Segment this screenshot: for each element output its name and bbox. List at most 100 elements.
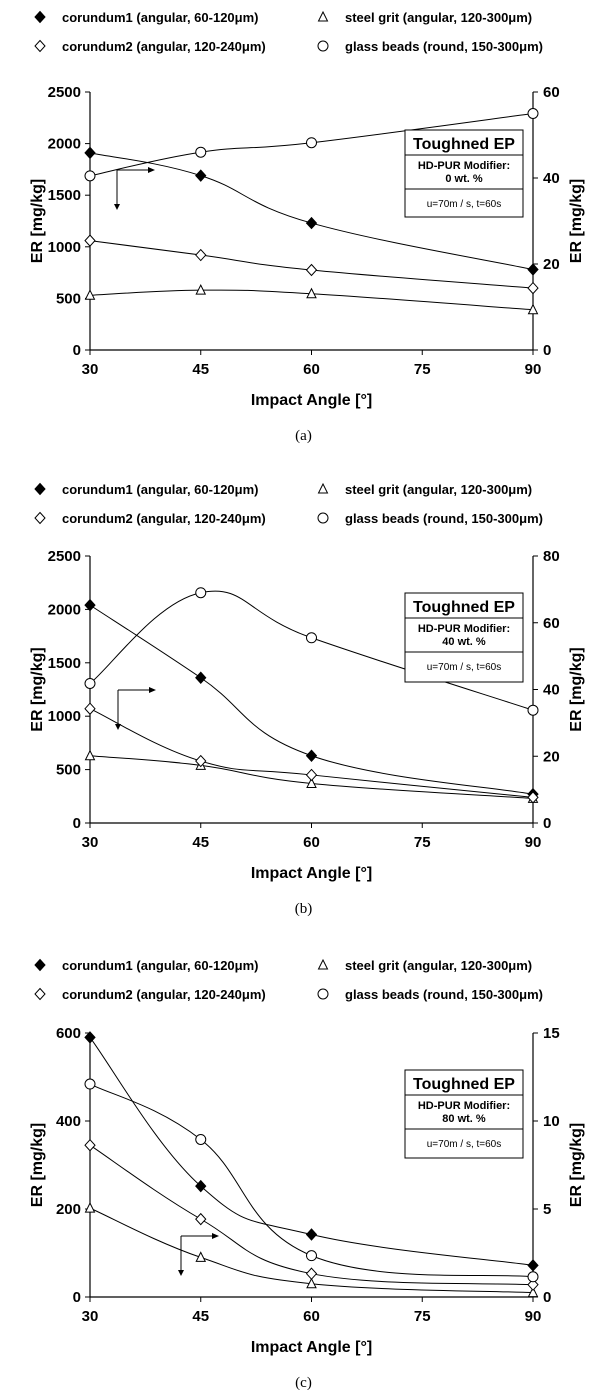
y-tick-label: 600 bbox=[56, 1025, 81, 1042]
x-axis-label: Impact Angle [°] bbox=[251, 1339, 372, 1356]
y2-tick-label: 0 bbox=[543, 815, 551, 832]
data-point bbox=[195, 1133, 207, 1145]
data-point bbox=[527, 303, 539, 315]
y2-tick-label: 0 bbox=[543, 342, 551, 359]
annotation-content: 40 wt. % bbox=[442, 636, 486, 648]
y-tick-label: 0 bbox=[73, 1289, 81, 1306]
legend-marker bbox=[317, 10, 329, 22]
x-tick-label: 30 bbox=[82, 361, 99, 378]
data-point bbox=[195, 1212, 207, 1226]
data-point bbox=[527, 281, 539, 295]
series-line bbox=[89, 289, 534, 311]
y-tick-label: 1500 bbox=[48, 655, 81, 672]
y-tick-label: 2500 bbox=[48, 84, 81, 101]
legend-label: corundum2 (angular, 120-240μm) bbox=[62, 511, 266, 526]
data-point bbox=[305, 768, 318, 782]
data-point bbox=[84, 749, 96, 761]
right-axis-arrowhead bbox=[212, 1233, 219, 1239]
annotation-box: Toughned EP HD-PUR Modifier:40 wt. % u=70m… bbox=[404, 592, 524, 683]
legend-label: steel grit (angular, 120-300μm) bbox=[345, 958, 532, 973]
chart-b: corundum1 (angular, 60-120μm) steel grit … bbox=[29, 482, 585, 917]
data-point bbox=[305, 263, 318, 277]
series-3 bbox=[84, 108, 539, 182]
x-tick-label: 90 bbox=[525, 361, 542, 378]
data-point bbox=[84, 289, 96, 300]
data-point bbox=[527, 1259, 539, 1272]
annotation-title: Toughned EP bbox=[413, 136, 515, 153]
x-tick-label: 60 bbox=[303, 834, 320, 851]
annotation-content: 0 wt. % bbox=[445, 173, 483, 185]
y2-tick-label: 20 bbox=[543, 256, 560, 273]
series-line bbox=[89, 240, 534, 289]
figure-caption: (a) bbox=[295, 428, 312, 444]
data-point bbox=[84, 146, 96, 160]
legend-label: glass beads (round, 150-300μm) bbox=[345, 987, 543, 1002]
y2-tick-label: 40 bbox=[543, 170, 560, 187]
legend: corundum1 (angular, 60-120μm) steel grit … bbox=[34, 958, 543, 1002]
annotation-frame bbox=[404, 1069, 524, 1159]
legend-label: corundum2 (angular, 120-240μm) bbox=[62, 987, 266, 1002]
legend-marker bbox=[317, 512, 329, 524]
y2-tick-label: 40 bbox=[543, 682, 560, 699]
axis-indicator-arrows bbox=[114, 167, 155, 210]
y2-tick-label: 5 bbox=[543, 1201, 551, 1218]
series-1 bbox=[84, 1202, 539, 1298]
y-axis-label: ER [mg/kg] bbox=[29, 647, 46, 731]
series-2 bbox=[84, 702, 539, 804]
data-point bbox=[305, 1228, 318, 1241]
data-point bbox=[305, 749, 318, 762]
data-point bbox=[527, 263, 539, 276]
chart-a: corundum1 (angular, 60-120μm) steel grit … bbox=[29, 10, 585, 444]
series-line bbox=[89, 604, 534, 795]
y-tick-label: 200 bbox=[56, 1201, 81, 1218]
left-axis-arrowhead bbox=[114, 204, 120, 210]
figure-caption: (b) bbox=[295, 901, 313, 917]
legend-marker bbox=[317, 988, 329, 1000]
data-point bbox=[84, 598, 96, 612]
legend-label: corundum1 (angular, 60-120μm) bbox=[62, 958, 259, 973]
data-point bbox=[195, 754, 207, 768]
y-tick-label: 500 bbox=[56, 762, 81, 779]
data-point bbox=[527, 791, 539, 804]
series-line bbox=[89, 1083, 534, 1278]
figure-caption: (c) bbox=[295, 1375, 312, 1390]
legend-label: corundum1 (angular, 60-120μm) bbox=[62, 10, 259, 25]
y-tick-label: 2000 bbox=[48, 601, 81, 618]
annotation-box: Toughned EP HD-PUR Modifier:0 wt. % u=70m … bbox=[404, 129, 524, 218]
x-axis-label: Impact Angle [°] bbox=[251, 865, 372, 882]
annotation-box: Toughned EP HD-PUR Modifier:80 wt. % u=70m… bbox=[404, 1069, 524, 1159]
legend-label: glass beads (round, 150-300μm) bbox=[345, 511, 543, 526]
y-tick-label: 2000 bbox=[48, 136, 81, 153]
y2-tick-label: 20 bbox=[543, 748, 560, 765]
series-line bbox=[89, 1037, 534, 1266]
data-point bbox=[84, 677, 96, 689]
data-point bbox=[195, 1251, 207, 1262]
y2-tick-label: 60 bbox=[543, 84, 560, 101]
series-line bbox=[89, 1144, 534, 1286]
legend-label: steel grit (angular, 120-300μm) bbox=[345, 10, 532, 25]
annotation-modifier: HD-PUR Modifier: bbox=[418, 623, 510, 635]
left-axis-arrowhead bbox=[178, 1270, 184, 1276]
y-tick-label: 0 bbox=[73, 815, 81, 832]
data-point bbox=[195, 248, 207, 262]
data-point bbox=[527, 1278, 539, 1291]
legend-marker bbox=[34, 958, 46, 972]
x-tick-label: 75 bbox=[414, 361, 431, 378]
axis-indicator-arrows bbox=[178, 1233, 219, 1276]
legend-label: corundum1 (angular, 60-120μm) bbox=[62, 482, 259, 497]
x-tick-label: 75 bbox=[414, 1308, 431, 1325]
x-tick-label: 45 bbox=[192, 1308, 209, 1325]
series-line bbox=[89, 755, 534, 799]
legend-marker bbox=[34, 511, 46, 525]
legend-marker bbox=[34, 482, 46, 496]
series-line bbox=[89, 113, 534, 177]
legend-label: steel grit (angular, 120-300μm) bbox=[345, 482, 532, 497]
y2-tick-label: 15 bbox=[543, 1025, 560, 1042]
legend-marker bbox=[317, 40, 329, 52]
annotation-frame bbox=[404, 129, 524, 218]
y2-axis-label: ER [mg/kg] bbox=[568, 647, 585, 731]
y2-tick-label: 80 bbox=[543, 548, 560, 565]
series-2 bbox=[84, 234, 539, 295]
series-0 bbox=[84, 1031, 539, 1272]
data-point bbox=[305, 1267, 318, 1280]
